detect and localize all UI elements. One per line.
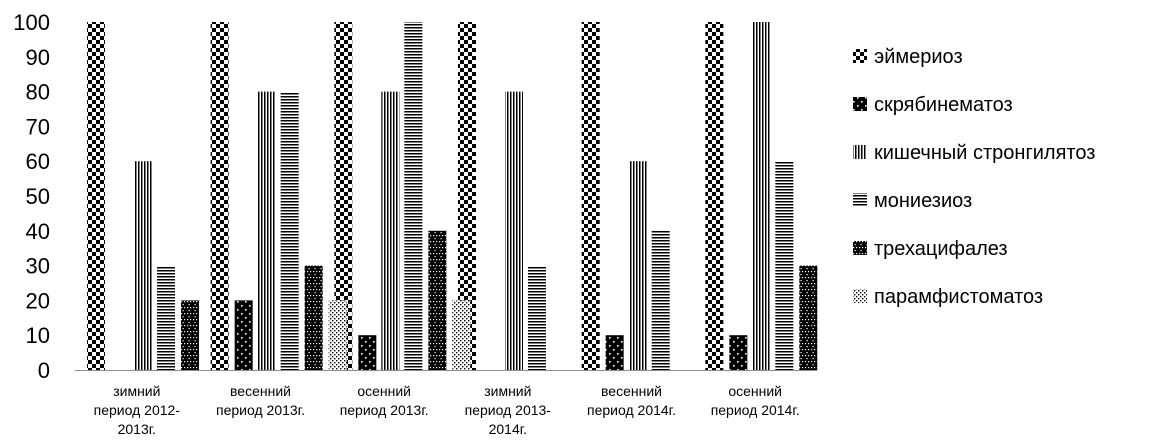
- legend-label: мониезиоз: [874, 190, 972, 212]
- bar: [358, 335, 377, 370]
- y-tick-label: 50: [26, 184, 50, 209]
- y-tick-label: 0: [38, 358, 50, 383]
- bar: [87, 22, 105, 370]
- legend-swatch: [853, 49, 867, 63]
- legend-item: скрябинематоз: [853, 94, 1013, 116]
- bar: [210, 22, 229, 370]
- bar: [799, 265, 818, 370]
- bar: [705, 22, 724, 370]
- legend-item: трехацифалез: [853, 238, 1008, 260]
- bar: [752, 22, 771, 370]
- bar: [452, 300, 471, 370]
- legend-swatch: [853, 145, 867, 159]
- y-tick-label: 60: [26, 149, 50, 174]
- bar: [458, 22, 476, 370]
- y-tick-label: 30: [26, 254, 50, 279]
- bar: [404, 22, 423, 370]
- legend-label: трехацифалез: [874, 238, 1008, 260]
- legend-item: парамфистоматоз: [853, 286, 1043, 308]
- legend: эймериоз скрябинематоз кишечный стронгилят…: [853, 46, 1095, 308]
- legend-swatch: [853, 241, 867, 255]
- x-tick-label-line: период 2012-: [94, 402, 181, 418]
- y-tick-label: 10: [26, 323, 50, 348]
- x-tick-label-line: 2014г.: [489, 421, 527, 437]
- bar: [257, 91, 276, 370]
- x-tick-label-line: период 2013г.: [340, 402, 429, 418]
- x-tick-label-line: период 2013-: [465, 402, 552, 418]
- legend-label: скрябинематоз: [874, 94, 1013, 116]
- y-tick-label: 40: [26, 219, 50, 244]
- y-axis: 0 10 20 30 40 50 60 70 80 90 100: [13, 10, 50, 383]
- bar: [528, 265, 546, 370]
- x-tick-label-line: весенний: [601, 383, 662, 399]
- x-tick-label-line: осенний: [357, 383, 411, 399]
- x-tick-label-line: 2013г.: [118, 421, 156, 437]
- y-tick-label: 70: [26, 114, 50, 139]
- y-tick-label: 80: [26, 80, 50, 105]
- bar-series-group: [87, 22, 818, 370]
- x-tick-label-line: осенний: [728, 383, 782, 399]
- legend-label: кишечный стронгилятоз: [874, 142, 1095, 164]
- bar: [651, 230, 670, 370]
- bar: [234, 300, 253, 370]
- legend-label: парамфистоматоз: [874, 286, 1043, 308]
- bar: [381, 91, 400, 370]
- legend-item: мониезиоз: [853, 190, 972, 212]
- x-tick-label: зимний период 2012- 2013г.: [94, 383, 181, 437]
- bar: [334, 22, 353, 370]
- y-tick-label: 90: [26, 45, 50, 70]
- bar: [729, 335, 748, 370]
- y-tick-label: 20: [26, 288, 50, 313]
- bar: [304, 265, 323, 370]
- y-tick-label: 100: [13, 10, 50, 35]
- x-tick-label: осенний период 2014г.: [711, 383, 800, 418]
- bar: [775, 161, 794, 370]
- bar: [157, 265, 175, 370]
- x-tick-label-line: зимний: [484, 383, 531, 399]
- bar: [280, 91, 299, 370]
- legend-label: эймериоз: [874, 46, 963, 68]
- bar: [428, 230, 447, 370]
- x-axis: зимний период 2012- 2013г. весенний период 2…: [75, 370, 817, 437]
- x-tick-label: весенний период 2013г.: [216, 383, 305, 418]
- legend-item: кишечный стронгилятоз: [853, 142, 1095, 164]
- bar: [505, 91, 523, 370]
- x-tick-label: зимний период 2013- 2014г.: [465, 383, 552, 437]
- x-tick-label: осенний период 2013г.: [340, 383, 429, 418]
- bar: [581, 22, 600, 370]
- bar: [628, 161, 647, 370]
- x-tick-label-line: период 2014г.: [711, 402, 800, 418]
- bar: [181, 300, 199, 370]
- bar: [605, 335, 624, 370]
- x-tick-label-line: весенний: [230, 383, 291, 399]
- legend-swatch: [853, 193, 867, 207]
- legend-swatch: [853, 97, 867, 111]
- x-tick-label: весенний период 2014г.: [587, 383, 676, 418]
- bar: [134, 161, 152, 370]
- x-tick-label-line: зимний: [113, 383, 160, 399]
- x-tick-label-line: период 2013г.: [216, 402, 305, 418]
- x-tick-label-line: период 2014г.: [587, 402, 676, 418]
- bar: [328, 300, 347, 370]
- legend-swatch: [853, 289, 867, 303]
- legend-item: эймериоз: [853, 46, 963, 68]
